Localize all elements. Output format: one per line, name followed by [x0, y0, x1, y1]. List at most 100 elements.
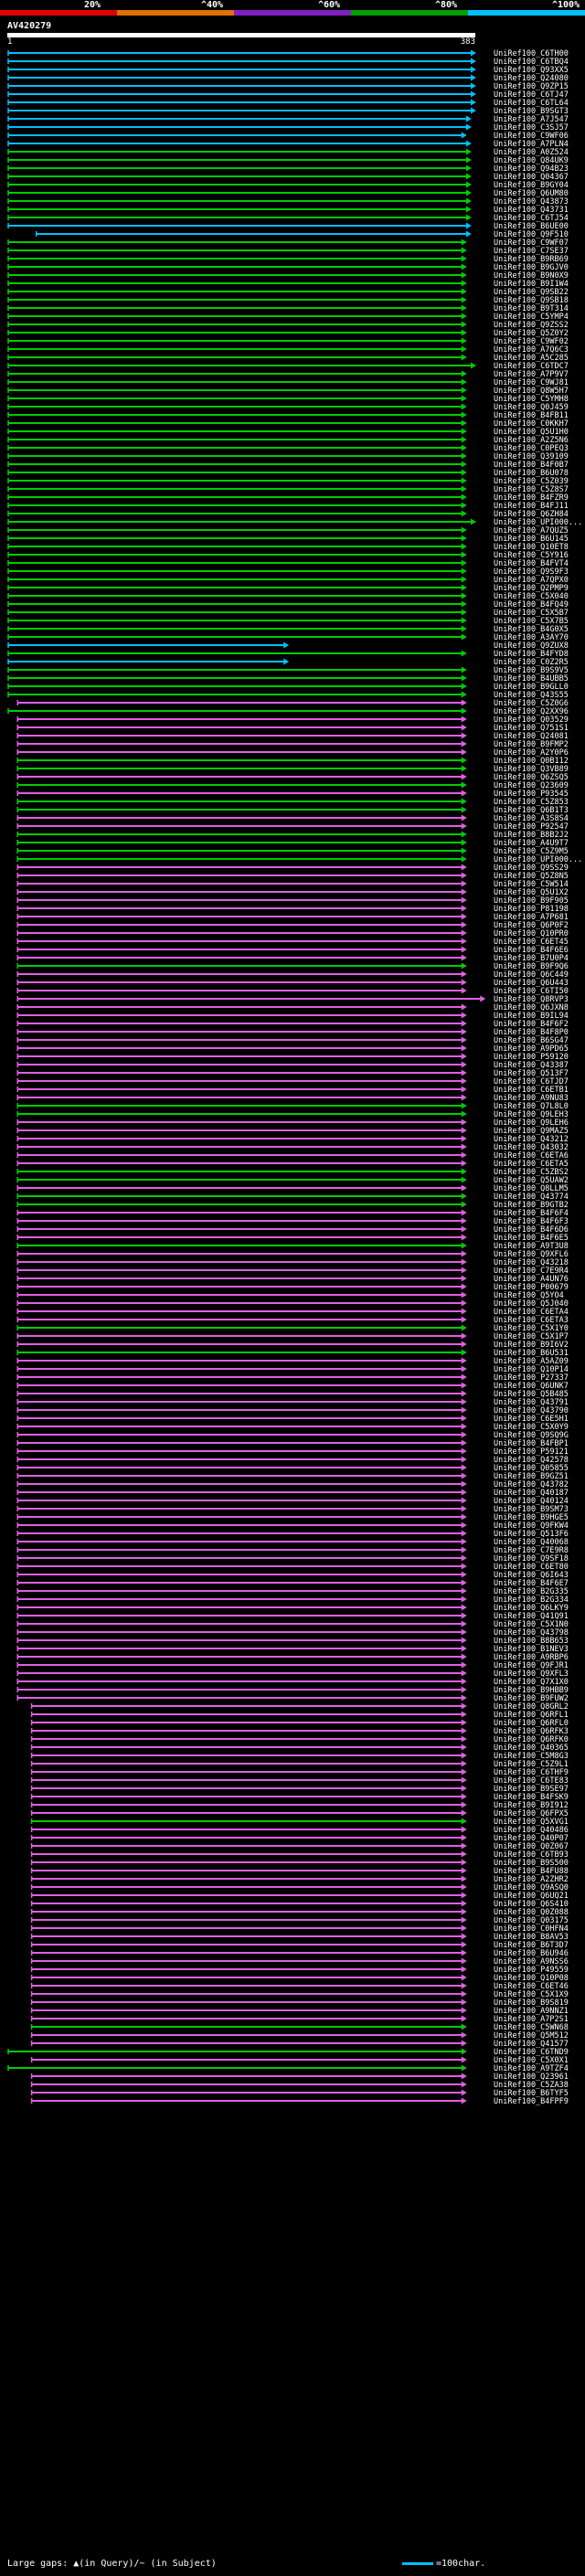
hit-id-label[interactable]: UniRef100_Q6UNK7	[494, 1382, 569, 1391]
hit-id-label[interactable]: UniRef100_Q6UM80	[494, 189, 569, 198]
hit-id-label[interactable]: UniRef100_B6U531	[494, 1349, 569, 1358]
hit-id-label[interactable]: UniRef100_C0PEQ3	[494, 444, 569, 453]
hit-id-label[interactable]: UniRef100_C5Z9M5	[494, 847, 569, 856]
hit-id-label[interactable]: UniRef100_C5X5B7	[494, 609, 569, 618]
hit-id-label[interactable]: UniRef100_B4FU88	[494, 1867, 569, 1876]
hit-id-label[interactable]: UniRef100_A2Y0P6	[494, 748, 569, 758]
hit-id-label[interactable]: UniRef100_Q6I643	[494, 1571, 569, 1580]
hit-id-label[interactable]: UniRef100_B4UBB5	[494, 674, 569, 684]
hit-id-label[interactable]: UniRef100_A7Q6C3	[494, 345, 569, 355]
hit-id-label[interactable]: UniRef100_B6T3D7	[494, 1941, 569, 1950]
hit-id-label[interactable]: UniRef100_C6ET46	[494, 1982, 569, 1991]
hit-id-label[interactable]: UniRef100_Q751S1	[494, 724, 569, 733]
hit-id-label[interactable]: UniRef100_Q5U1X2	[494, 888, 569, 897]
hit-id-label[interactable]: UniRef100_Q5Z0Y2	[494, 329, 569, 338]
hit-id-label[interactable]: UniRef100_Q8RVP3	[494, 995, 569, 1004]
hit-id-label[interactable]: UniRef100_Q7L8L0	[494, 1102, 569, 1111]
hit-id-label[interactable]: UniRef100_Q9ASQ0	[494, 1883, 569, 1892]
hit-id-label[interactable]: UniRef100_B9S9V5	[494, 666, 569, 675]
hit-id-label[interactable]: UniRef100_C5ZBS2	[494, 1168, 569, 1177]
hit-id-label[interactable]: UniRef100_A9PD65	[494, 1044, 569, 1054]
hit-id-label[interactable]: UniRef100_B4FYD8	[494, 650, 569, 659]
hit-id-label[interactable]: UniRef100_Q513F6	[494, 1530, 569, 1539]
hit-id-label[interactable]: UniRef100_C5X1P7	[494, 1332, 569, 1341]
hit-id-label[interactable]: UniRef100_C6TND9	[494, 2048, 569, 2057]
hit-id-label[interactable]: UniRef100_A7QUZ5	[494, 526, 569, 535]
hit-id-label[interactable]: UniRef100_C5Z039	[494, 477, 569, 486]
hit-id-label[interactable]: UniRef100_B8B2J2	[494, 831, 569, 840]
hit-id-label[interactable]: UniRef100_Q9ZSS2	[494, 321, 569, 330]
hit-id-label[interactable]: UniRef100_Q6LKY9	[494, 1604, 569, 1613]
hit-id-label[interactable]: UniRef100_Q43774	[494, 1193, 569, 1202]
hit-id-label[interactable]: UniRef100_Q40P07	[494, 1834, 569, 1843]
hit-id-label[interactable]: UniRef100_Q43731	[494, 206, 569, 215]
hit-id-label[interactable]: UniRef100_B4FBP1	[494, 1439, 569, 1448]
hit-id-label[interactable]: UniRef100_Q40124	[494, 1497, 569, 1506]
hit-id-label[interactable]: UniRef100_B4FB11	[494, 411, 569, 420]
hit-id-label[interactable]: UniRef100_C9WF02	[494, 337, 569, 346]
hit-id-label[interactable]: UniRef100_Q43212	[494, 1135, 569, 1144]
hit-id-label[interactable]: UniRef100_C6TJ54	[494, 214, 569, 223]
hit-id-label[interactable]: UniRef100_Q3VB89	[494, 765, 569, 774]
hit-id-label[interactable]: UniRef100_C5Z9L1	[494, 1760, 569, 1769]
hit-id-label[interactable]: UniRef100_B7U0P4	[494, 954, 569, 963]
hit-id-label[interactable]: UniRef100_Q40068	[494, 1538, 569, 1547]
hit-id-label[interactable]: UniRef100_C6TDC7	[494, 362, 569, 371]
hit-id-label[interactable]: UniRef100_A7P681	[494, 913, 569, 922]
hit-id-label[interactable]: UniRef100_B9FUW2	[494, 1694, 569, 1703]
hit-id-label[interactable]: UniRef100_Q6UQ21	[494, 1892, 569, 1901]
hit-id-label[interactable]: UniRef100_Q23961	[494, 2072, 569, 2082]
hit-id-label[interactable]: UniRef100_Q0Z067	[494, 1842, 569, 1851]
hit-id-label[interactable]: UniRef100_Q84UK9	[494, 156, 569, 165]
hit-id-label[interactable]: UniRef100_B4F6F3	[494, 1217, 569, 1226]
hit-id-label[interactable]: UniRef100_B4F6F2	[494, 1020, 569, 1029]
hit-id-label[interactable]: UniRef100_B9S819	[494, 1998, 569, 2008]
hit-id-label[interactable]: UniRef100_B6UE00	[494, 222, 569, 231]
hit-id-label[interactable]: UniRef100_B2G335	[494, 1587, 569, 1596]
hit-id-label[interactable]: UniRef100_Q6ZH84	[494, 510, 569, 519]
hit-id-label[interactable]: UniRef100_C6TJ47	[494, 90, 569, 100]
hit-id-label[interactable]: UniRef100_Q6JXN8	[494, 1003, 569, 1012]
hit-id-label[interactable]: UniRef100_B2G334	[494, 1595, 569, 1605]
hit-id-label[interactable]: UniRef100_Q9FKW4	[494, 1521, 569, 1531]
hit-id-label[interactable]: UniRef100_B4FVT4	[494, 559, 569, 568]
hit-id-label[interactable]: UniRef100_C5Y916	[494, 551, 569, 560]
hit-id-label[interactable]: UniRef100_Q94B23	[494, 164, 569, 174]
hit-id-label[interactable]: UniRef100_B6U078	[494, 469, 569, 478]
hit-id-label[interactable]: UniRef100_B4FSK9	[494, 1793, 569, 1802]
hit-id-label[interactable]: UniRef100_Q9SB18	[494, 296, 569, 305]
hit-id-label[interactable]: UniRef100_C6ETA4	[494, 1308, 569, 1317]
hit-id-label[interactable]: UniRef100_A3AY70	[494, 633, 569, 642]
hit-id-label[interactable]: UniRef100_P92547	[494, 822, 569, 832]
hit-id-label[interactable]: UniRef100_B4G0X5	[494, 625, 569, 634]
hit-id-label[interactable]: UniRef100_B9I912	[494, 1801, 569, 1810]
hit-id-label[interactable]: UniRef100_Q40365	[494, 1744, 569, 1753]
hit-id-label[interactable]: UniRef100_B4F0B7	[494, 461, 569, 470]
hit-id-label[interactable]: UniRef100_A9NU83	[494, 1094, 569, 1103]
hit-id-label[interactable]: UniRef100_C6TH00	[494, 49, 569, 58]
hit-id-label[interactable]: UniRef100_Q03529	[494, 716, 569, 725]
hit-id-label[interactable]: UniRef100_Q43387	[494, 1061, 569, 1070]
hit-id-label[interactable]: UniRef100_C6THF9	[494, 1768, 569, 1777]
hit-id-label[interactable]: UniRef100_B9GLL0	[494, 683, 569, 692]
hit-id-label[interactable]: UniRef100_B6U946	[494, 1949, 569, 1958]
hit-id-label[interactable]: UniRef100_Q40486	[494, 1826, 569, 1835]
hit-id-label[interactable]: UniRef100_Q6RFL1	[494, 1711, 569, 1720]
hit-id-label[interactable]: UniRef100_Q9F510	[494, 230, 569, 239]
hit-id-label[interactable]: UniRef100_Q24081	[494, 732, 569, 741]
hit-id-label[interactable]: UniRef100_C5WN68	[494, 2023, 569, 2032]
hit-id-label[interactable]: UniRef100_B9GZ51	[494, 1472, 569, 1481]
hit-id-label[interactable]: UniRef100_A3S8S4	[494, 814, 569, 823]
hit-id-label[interactable]: UniRef100_Q9ZUX8	[494, 641, 569, 651]
hit-id-label[interactable]: UniRef100_P59120	[494, 1053, 569, 1062]
hit-id-label[interactable]: UniRef100_Q5Z8N5	[494, 872, 569, 881]
hit-id-label[interactable]: UniRef100_B9GY04	[494, 181, 569, 190]
hit-id-label[interactable]: UniRef100_B4FZR9	[494, 493, 569, 503]
hit-id-label[interactable]: UniRef100_B9N0X9	[494, 271, 569, 281]
hit-id-label[interactable]: UniRef100_Q05855	[494, 1464, 569, 1473]
hit-id-label[interactable]: UniRef100_Q5UAW2	[494, 1176, 569, 1185]
hit-id-label[interactable]: UniRef100_B9HGE5	[494, 1513, 569, 1522]
hit-id-label[interactable]: UniRef100_Q43218	[494, 1258, 569, 1267]
hit-id-label[interactable]: UniRef100_Q9ZP15	[494, 82, 569, 91]
hit-id-label[interactable]: UniRef100_Q5YO4	[494, 1291, 564, 1300]
